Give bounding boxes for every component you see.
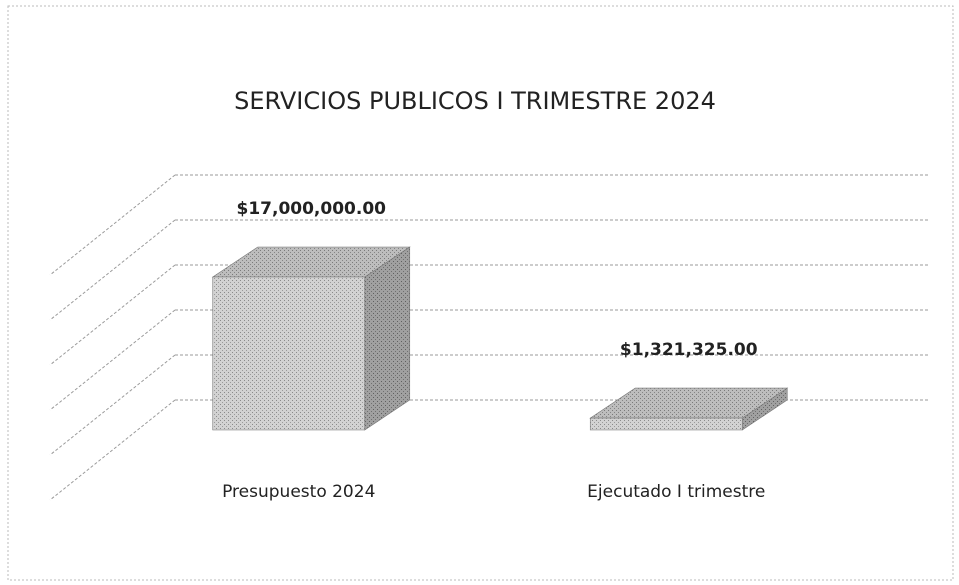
side-grid-line — [49, 354, 176, 456]
value-label: $17,000,000.00 — [237, 199, 387, 219]
bar-side — [364, 246, 411, 431]
side-grid-line — [49, 219, 176, 321]
side-grid-line — [49, 399, 176, 501]
x-tick-label: Ejecutado I trimestre — [587, 482, 765, 502]
side-grid-line — [49, 174, 176, 276]
bar — [211, 246, 411, 431]
chart-title: SERVICIOS PUBLICOS I TRIMESTRE 2024 — [234, 87, 716, 115]
bar — [589, 387, 789, 431]
value-label: $1,321,325.00 — [620, 340, 758, 360]
x-tick-label: Presupuesto 2024 — [222, 482, 375, 502]
chart-border — [7, 5, 954, 581]
side-grid-line — [49, 309, 176, 411]
bar-front — [212, 276, 366, 431]
bar-front — [589, 417, 743, 431]
side-grid-line — [49, 264, 176, 366]
